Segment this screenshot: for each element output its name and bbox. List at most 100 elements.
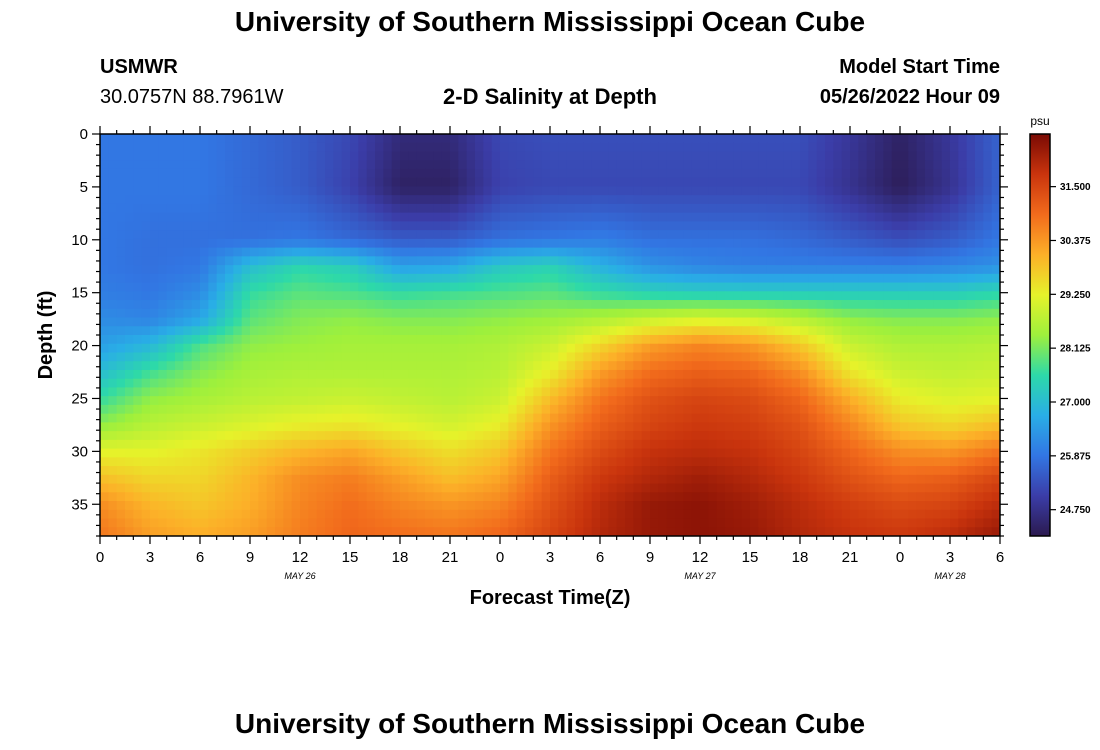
- heatmap-cell: [683, 230, 693, 240]
- heatmap-cell: [575, 221, 584, 231]
- heatmap-cell: [941, 142, 951, 153]
- heatmap-cell: [400, 439, 409, 450]
- heatmap-cell: [366, 457, 376, 467]
- heatmap-cell: [558, 203, 568, 214]
- heatmap-cell: [108, 142, 118, 153]
- heatmap-cell: [158, 300, 168, 310]
- heatmap-cell: [458, 413, 468, 423]
- heatmap-cell: [150, 335, 159, 345]
- heatmap-cell: [500, 256, 509, 266]
- heatmap-cell: [708, 134, 718, 144]
- heatmap-cell: [433, 142, 443, 153]
- heatmap-cell: [800, 273, 809, 284]
- heatmap-cell: [833, 247, 843, 257]
- heatmap-cell: [741, 212, 751, 222]
- heatmap-cell: [325, 509, 334, 520]
- heatmap-cell: [416, 518, 426, 528]
- heatmap-cell: [841, 457, 851, 467]
- heatmap-cell: [550, 203, 559, 214]
- heatmap-cell: [358, 422, 368, 432]
- heatmap-cell: [650, 195, 659, 205]
- heatmap-cell: [791, 335, 801, 345]
- heatmap-cell: [875, 466, 884, 476]
- heatmap-cell: [741, 317, 751, 327]
- heatmap-cell: [341, 247, 351, 257]
- heatmap-cell: [291, 300, 301, 310]
- heatmap-cell: [516, 466, 526, 476]
- heatmap-cell: [725, 291, 734, 301]
- heatmap-cell: [691, 527, 701, 536]
- heatmap-cell: [191, 134, 201, 144]
- heatmap-cell: [391, 134, 401, 144]
- heatmap-cell: [266, 212, 276, 222]
- heatmap-cell: [433, 422, 443, 432]
- heatmap-cell: [866, 483, 876, 493]
- heatmap-cell: [816, 404, 826, 415]
- heatmap-cell: [900, 369, 909, 380]
- heatmap-cell: [916, 343, 926, 354]
- heatmap-cell: [158, 160, 168, 170]
- heatmap-cell: [541, 474, 551, 485]
- heatmap-cell: [158, 483, 168, 493]
- heatmap-cell: [375, 396, 384, 406]
- heatmap-cell: [383, 431, 393, 441]
- heatmap-cell: [591, 369, 601, 380]
- heatmap-cell: [366, 396, 376, 406]
- heatmap-cell: [258, 300, 268, 310]
- heatmap-cell: [325, 457, 334, 467]
- heatmap-cell: [100, 361, 109, 371]
- heatmap-cell: [925, 466, 934, 476]
- heatmap-cell: [858, 413, 868, 423]
- heatmap-cell: [258, 212, 268, 222]
- heatmap-cell: [666, 212, 676, 222]
- heatmap-cell: [650, 466, 659, 476]
- heatmap-cell: [775, 457, 784, 467]
- heatmap-cell: [925, 369, 934, 380]
- heatmap-cell: [191, 527, 201, 536]
- heatmap-cell: [750, 413, 759, 423]
- heatmap-cell: [925, 518, 934, 528]
- heatmap-cell: [408, 335, 418, 345]
- heatmap-cell: [183, 361, 193, 371]
- heatmap-cell: [600, 142, 609, 153]
- heatmap-cell: [458, 448, 468, 458]
- heatmap-cell: [141, 343, 151, 354]
- heatmap-cell: [850, 317, 859, 327]
- heatmap-cell: [691, 343, 701, 354]
- heatmap-cell: [741, 177, 751, 188]
- heatmap-cell: [608, 256, 618, 266]
- heatmap-cell: [208, 492, 218, 502]
- heatmap-cell: [816, 317, 826, 327]
- heatmap-cell: [858, 369, 868, 380]
- heatmap-cell: [116, 387, 126, 397]
- heatmap-cell: [875, 265, 884, 275]
- heatmap-cell: [641, 151, 651, 161]
- heatmap-cell: [433, 168, 443, 179]
- heatmap-cell: [241, 203, 251, 214]
- heatmap-cell: [983, 457, 993, 467]
- heatmap-cell: [133, 142, 143, 153]
- heatmap-cell: [758, 343, 768, 354]
- heatmap-cell: [291, 483, 301, 493]
- heatmap-cell: [241, 483, 251, 493]
- heatmap-cell: [216, 413, 226, 423]
- heatmap-cell: [591, 282, 601, 292]
- heatmap-cell: [100, 466, 109, 476]
- heatmap-cell: [433, 195, 443, 205]
- heatmap-cell: [775, 221, 784, 231]
- heatmap-cell: [125, 230, 134, 240]
- heatmap-cell: [825, 335, 834, 345]
- heatmap-cell: [650, 404, 659, 415]
- heatmap-cell: [175, 527, 184, 536]
- heatmap-cell: [958, 378, 968, 389]
- heatmap-cell: [741, 142, 751, 153]
- heatmap-cell: [391, 518, 401, 528]
- heatmap-cell: [650, 247, 659, 257]
- heatmap-cell: [533, 483, 543, 493]
- heatmap-cell: [908, 439, 918, 450]
- heatmap-cell: [716, 518, 726, 528]
- heatmap-cell: [875, 186, 884, 196]
- heatmap-cell: [483, 168, 493, 179]
- heatmap-cell: [850, 308, 859, 319]
- heatmap-cell: [583, 387, 593, 397]
